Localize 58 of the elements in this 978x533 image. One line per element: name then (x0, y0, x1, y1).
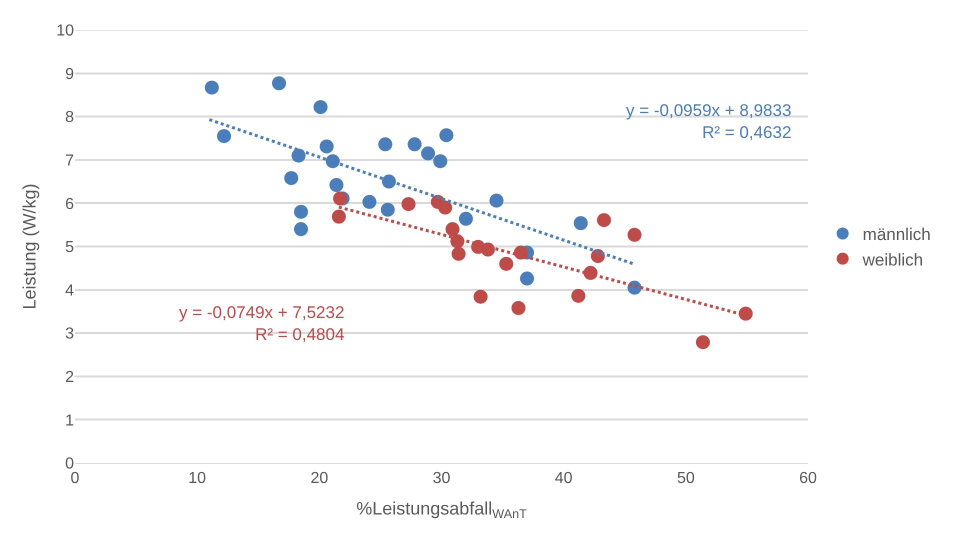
point (284, 171, 298, 186)
y-tick-label: 5 (65, 239, 74, 256)
point (204, 80, 219, 95)
annotation: y = -0,0959x + 8,9833 R² = 0,4632 (626, 101, 792, 142)
point (292, 148, 306, 163)
point (294, 204, 308, 219)
point (294, 222, 308, 236)
y-tick-label: 6 (65, 196, 74, 213)
point (217, 129, 232, 144)
x-tick-label: 10 (188, 470, 206, 488)
point (408, 137, 422, 152)
point (628, 228, 642, 242)
x-tick-label: 30 (432, 470, 450, 488)
point (596, 213, 611, 228)
legend-label: männlich (862, 225, 931, 244)
x-tick-label: 40 (554, 470, 573, 488)
point (696, 335, 710, 350)
y-tick-label: 1 (65, 412, 74, 430)
x-tick-label: 50 (676, 470, 695, 488)
y-tick-label: 0 (65, 456, 74, 473)
y-tick-label: 8 (65, 109, 74, 126)
point (380, 202, 395, 217)
legend-label: weiblich (862, 250, 924, 270)
y-tick-label: 7 (65, 152, 74, 170)
x-tick-label: 20 (310, 470, 328, 488)
point (329, 178, 344, 192)
point (520, 272, 534, 286)
point (571, 288, 586, 303)
point (439, 128, 454, 142)
point (362, 194, 376, 209)
point (402, 197, 416, 212)
y-axis-title: Leistung (W/kg) (19, 183, 40, 310)
point (314, 100, 328, 114)
point (320, 139, 334, 154)
point (272, 76, 286, 90)
point (378, 137, 392, 152)
point (333, 191, 348, 206)
point (511, 300, 526, 315)
point (438, 200, 452, 215)
point (499, 256, 514, 271)
point (421, 146, 436, 160)
point (574, 216, 588, 230)
y-tick-label: 9 (65, 66, 74, 83)
x-tick-label: 60 (799, 470, 817, 488)
y-tick-label: 3 (65, 326, 74, 343)
y-tick-label: 4 (65, 282, 74, 300)
point (446, 222, 460, 236)
point (458, 212, 473, 226)
point (332, 210, 346, 224)
annotation: y = -0,0749x + 7,5232 R² = 0,4804 (179, 303, 344, 344)
point (433, 154, 448, 168)
y-tick-label: 10 (56, 22, 74, 40)
point (474, 290, 488, 304)
x-axis-title: %Leistungsabfall$_{WAnT}$ (356, 498, 528, 522)
point (452, 246, 466, 261)
point (738, 306, 753, 321)
y-tick-label: 2 (65, 369, 74, 386)
point (489, 194, 504, 208)
